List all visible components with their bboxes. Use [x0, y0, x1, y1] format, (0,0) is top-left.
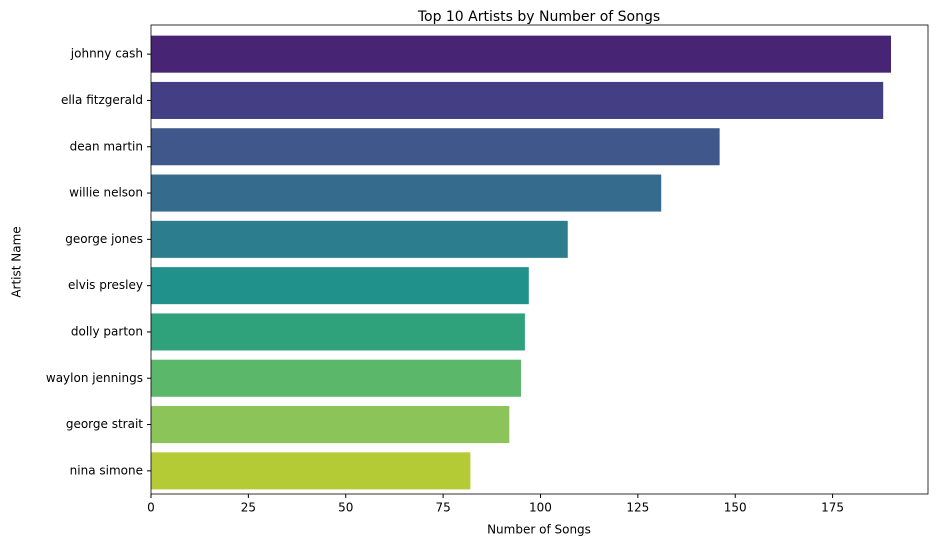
- y-axis-label: Artist Name: [10, 226, 24, 297]
- x-tick-label: 150: [724, 501, 747, 515]
- y-tick-label: george strait: [66, 417, 143, 431]
- bar: [151, 81, 884, 119]
- bar: [151, 35, 891, 73]
- y-tick-label: elvis presley: [68, 278, 143, 292]
- chart-title: Top 10 Artists by Number of Songs: [417, 9, 660, 25]
- plot-frame: [150, 24, 929, 495]
- bar: [151, 406, 510, 444]
- x-tick-label: 75: [435, 501, 450, 515]
- y-tick-label: dolly parton: [71, 324, 143, 338]
- x-tick-label: 175: [821, 501, 844, 515]
- x-tick-label: 100: [529, 501, 552, 515]
- y-tick-label: willie nelson: [69, 186, 143, 200]
- x-tick-label: 125: [626, 501, 649, 515]
- bar: [151, 220, 568, 258]
- x-tick-label: 0: [147, 501, 155, 515]
- bar: [151, 452, 471, 490]
- y-tick-label: nina simone: [70, 463, 143, 477]
- x-tick-label: 25: [241, 501, 256, 515]
- x-tick-label: 50: [338, 501, 353, 515]
- y-tick-label: johnny cash: [70, 47, 143, 61]
- y-tick-label: george jones: [65, 232, 143, 246]
- bar: [151, 174, 662, 212]
- y-tick-label: waylon jennings: [46, 371, 143, 385]
- bar: [151, 128, 720, 166]
- x-axis-label: Number of Songs: [487, 523, 591, 537]
- bar: [151, 313, 525, 351]
- bar: [151, 267, 529, 305]
- y-tick-label: dean martin: [70, 139, 143, 153]
- bar: [151, 359, 521, 397]
- y-tick-label: ella fitzgerald: [61, 93, 143, 107]
